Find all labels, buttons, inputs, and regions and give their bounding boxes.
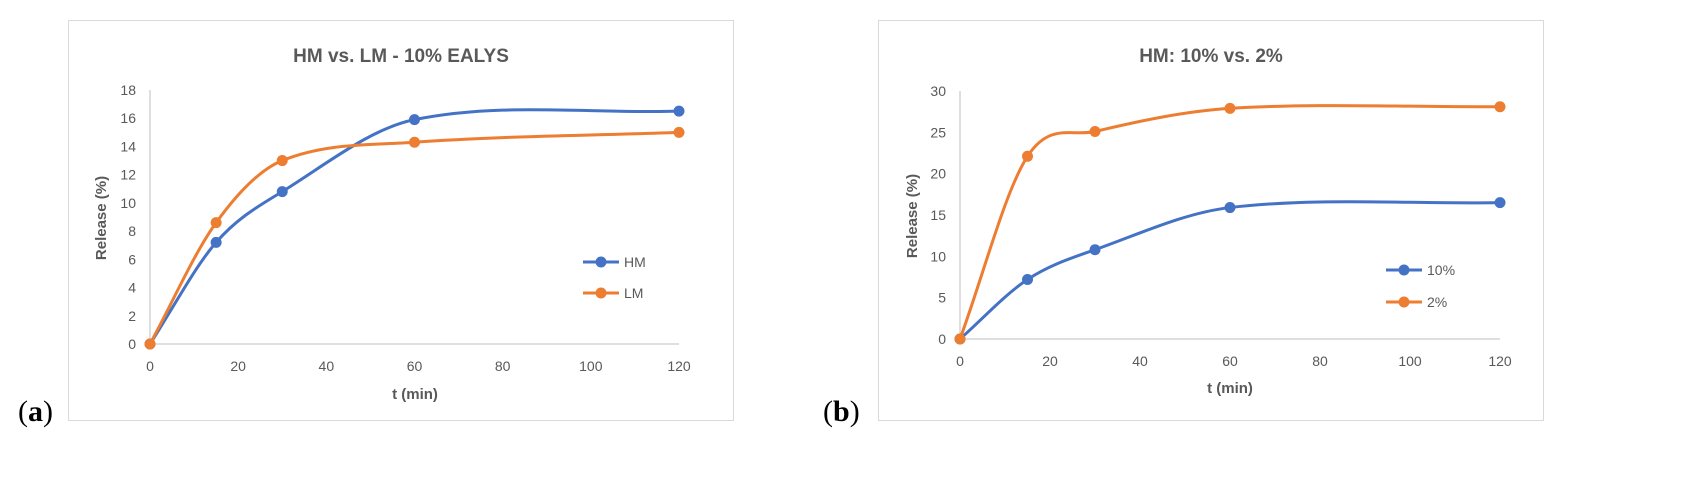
legend-label: LM: [624, 285, 643, 301]
x-tick-label: 120: [1488, 353, 1512, 369]
chart-title: HM vs. LM - 10% EALYS: [293, 46, 509, 67]
legend-swatch-marker: [1398, 296, 1410, 308]
x-tick-label: 40: [1132, 353, 1148, 369]
chart-frame: [68, 20, 734, 421]
data-point: [673, 105, 685, 117]
data-point: [210, 217, 222, 229]
chart-title: HM: 10% vs. 2%: [1139, 46, 1283, 67]
legend-label: 2%: [1427, 294, 1447, 310]
data-point: [1022, 273, 1033, 285]
data-point: [1089, 126, 1101, 138]
series-line-hm: [148, 108, 681, 346]
data-point: [276, 186, 288, 198]
data-point: [1224, 102, 1236, 114]
legend-swatch-marker: [1398, 264, 1410, 276]
x-axis-label: t (min): [1207, 380, 1253, 397]
y-tick-label: 16: [120, 110, 136, 126]
y-tick-label: 5: [938, 290, 946, 306]
series-line-2pct: [958, 104, 1502, 341]
x-tick-label: 0: [956, 353, 964, 369]
y-tick-label: 2: [128, 308, 136, 324]
y-axis-label: Release (%): [904, 174, 921, 258]
data-point: [276, 155, 288, 167]
y-tick-label: 0: [938, 331, 946, 347]
x-tick-label: 60: [1222, 353, 1238, 369]
x-axis-label: t (min): [392, 386, 438, 403]
y-tick-label: 0: [128, 336, 136, 352]
legend-label: HM: [624, 254, 646, 270]
series-line-10pct: [958, 200, 1502, 341]
y-tick-label: 15: [930, 207, 946, 223]
data-point: [1089, 244, 1101, 256]
y-tick-label: 18: [120, 82, 136, 98]
legend-swatch-marker: [595, 256, 607, 268]
y-tick-label: 10: [930, 248, 946, 264]
x-tick-label: 40: [319, 358, 335, 374]
legend-swatch-marker: [595, 287, 607, 299]
panel-label-b: (b): [823, 395, 860, 428]
x-tick-label: 0: [146, 358, 154, 374]
y-tick-label: 10: [120, 195, 136, 211]
x-tick-label: 20: [230, 358, 246, 374]
data-point: [1494, 197, 1506, 209]
x-tick-label: 80: [495, 358, 511, 374]
x-tick-label: 120: [667, 358, 691, 374]
x-tick-label: 80: [1312, 353, 1328, 369]
x-tick-label: 100: [1398, 353, 1422, 369]
panel-label-a: (a): [18, 395, 53, 428]
chart-b: HM: 10% vs. 2% 0 5 10 15 20 25 30 0 20 40 60 80 100 12…: [878, 20, 1544, 421]
data-point: [409, 136, 420, 148]
y-tick-label: 4: [128, 280, 136, 296]
data-point: [1494, 101, 1506, 113]
x-tick-label: 100: [579, 358, 603, 374]
y-tick-label: 20: [930, 166, 946, 182]
x-tick-label: 20: [1042, 353, 1058, 369]
chart-a: HM vs. LM - 10% EALYS 0 2 4 6 8 10 12 14 16 18 0 20 4…: [68, 20, 734, 421]
y-tick-label: 6: [128, 251, 136, 267]
data-point: [409, 114, 420, 126]
y-tick-label: 12: [120, 167, 136, 183]
series-line-lm: [148, 130, 681, 346]
data-point: [954, 333, 966, 345]
x-tick-label: 60: [407, 358, 423, 374]
y-axis-label: Release (%): [93, 176, 110, 260]
chart-frame: [878, 20, 1544, 421]
y-tick-label: 14: [120, 138, 136, 154]
data-point: [210, 236, 222, 248]
y-tick-label: 25: [930, 124, 946, 140]
y-tick-label: 30: [930, 83, 946, 99]
data-point: [673, 126, 685, 138]
y-tick-label: 8: [128, 223, 136, 239]
legend-label: 10%: [1427, 262, 1455, 278]
data-point: [1022, 150, 1033, 162]
data-point: [1224, 202, 1236, 214]
data-point: [144, 338, 156, 350]
